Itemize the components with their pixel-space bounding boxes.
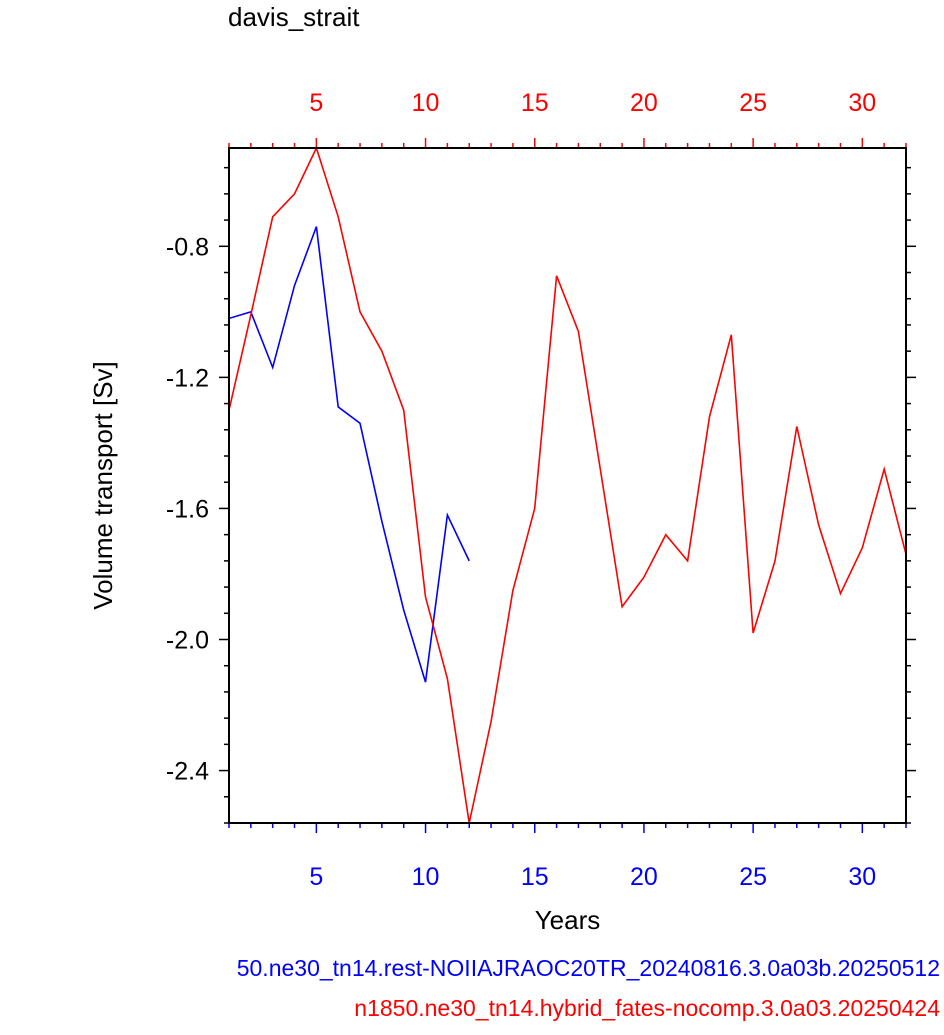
top-x-tick-label: 15 bbox=[521, 89, 549, 117]
legend-entry-blue: 50.ne30_tn14.rest-NOIIAJRAOC20TR_2024081… bbox=[236, 955, 940, 981]
y-tick-label: -2.0 bbox=[166, 627, 209, 655]
top-x-tick-label: 5 bbox=[309, 89, 323, 117]
bottom-x-tick-label: 5 bbox=[309, 863, 323, 891]
legend-entry-red: n1850.ne30_tn14.hybrid_fates-nocomp.3.0a… bbox=[354, 995, 940, 1021]
top-x-tick-label: 10 bbox=[412, 89, 440, 117]
series-line-blue bbox=[229, 226, 470, 683]
series-line-red bbox=[229, 147, 906, 824]
y-axis-label: Volume transport [Sv] bbox=[88, 361, 118, 610]
bottom-x-tick-label: 30 bbox=[848, 863, 876, 891]
y-tick-label: -1.2 bbox=[166, 364, 209, 392]
y-tick-label: -2.4 bbox=[166, 758, 209, 786]
bottom-x-tick-label: 25 bbox=[739, 863, 767, 891]
bottom-x-tick-label: 15 bbox=[521, 863, 549, 891]
top-x-tick-label: 30 bbox=[848, 89, 876, 117]
y-tick-label: -0.8 bbox=[166, 233, 209, 261]
plot-frame bbox=[228, 147, 907, 824]
x-axis-label: Years bbox=[535, 905, 601, 935]
top-x-tick-label: 25 bbox=[739, 89, 767, 117]
bottom-x-tick-label: 20 bbox=[630, 863, 658, 891]
chart-title: davis_strait bbox=[228, 2, 360, 32]
bottom-x-tick-label: 10 bbox=[412, 863, 440, 891]
top-x-tick-label: 20 bbox=[630, 89, 658, 117]
y-tick-label: -1.6 bbox=[166, 495, 209, 523]
